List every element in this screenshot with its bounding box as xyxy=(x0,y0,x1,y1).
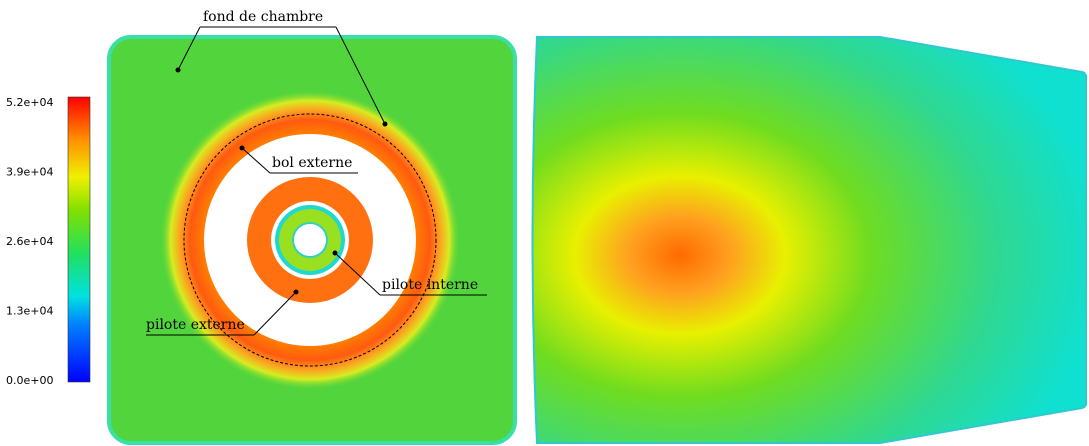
leader-dot xyxy=(382,121,388,127)
leader-dot xyxy=(293,289,299,295)
annotations: fond de chambre bol externe pilote inter… xyxy=(146,9,487,336)
leader-dot xyxy=(332,250,338,256)
bowl-outline xyxy=(183,113,437,367)
leader-dot xyxy=(175,67,181,73)
leader xyxy=(146,291,297,336)
colorbar-tick-label: 2.6e+04 xyxy=(6,235,53,248)
colorbar-tick-label: 3.9e+04 xyxy=(6,166,53,179)
leader xyxy=(334,252,487,296)
colorbar-tick-label: 5.2e+04 xyxy=(6,96,53,109)
annotation: bol externe xyxy=(272,155,352,171)
colorbar-tick-label: 0.0e+00 xyxy=(6,374,53,387)
inner-hole xyxy=(292,222,328,258)
annotation: fond de chambre xyxy=(203,9,323,25)
chamber-side xyxy=(531,36,1088,444)
annotation: pilote externe xyxy=(146,317,245,333)
colorbar xyxy=(67,96,91,383)
annotation: pilote interne xyxy=(382,277,478,293)
colorbar-tick-label: 1.3e+04 xyxy=(6,305,53,318)
leader xyxy=(177,26,386,125)
leader xyxy=(241,147,358,174)
leader-dot xyxy=(239,145,245,151)
